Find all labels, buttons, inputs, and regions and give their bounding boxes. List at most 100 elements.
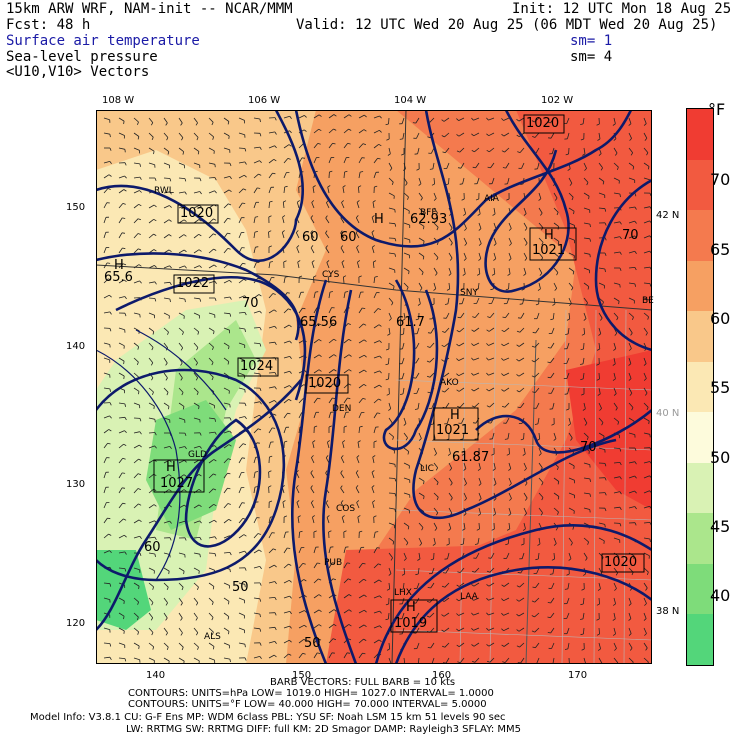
wind-barb-feather	[619, 476, 622, 480]
wind-barb	[508, 477, 512, 484]
wind-barb-feather	[386, 588, 390, 591]
wind-barb-feather	[478, 498, 482, 501]
wind-barb	[283, 611, 290, 614]
wind-barb-feather	[227, 616, 230, 620]
wind-barb-feather	[475, 198, 479, 201]
wind-barb-feather	[634, 206, 637, 210]
wind-barb-feather	[581, 333, 585, 336]
map-labels: 1020 1022 1024 1020 1021 1021 1027 1020 …	[96, 110, 654, 664]
wind-barb-feather	[283, 200, 287, 203]
wind-barb-feather	[257, 187, 261, 189]
wind-barb-feather	[182, 151, 185, 155]
wind-barb	[282, 201, 285, 209]
wind-barb	[583, 207, 590, 211]
wind-barb-feather	[183, 474, 187, 477]
wind-barb	[163, 147, 170, 152]
wind-barb	[328, 638, 334, 644]
wind-barb-feather	[612, 123, 616, 126]
wind-barb-feather	[168, 249, 172, 253]
wind-barb-feather	[487, 166, 491, 169]
wind-barb-feather	[486, 388, 490, 392]
wind-barb-feather	[421, 272, 424, 276]
wind-barb	[568, 432, 573, 439]
wind-barb	[431, 567, 435, 574]
wind-barb	[643, 582, 648, 589]
wind-barb	[238, 502, 243, 509]
wind-barb-feather	[565, 333, 569, 335]
wind-barb	[613, 491, 620, 494]
wind-barb	[388, 357, 390, 365]
wind-barb-feather	[289, 370, 292, 374]
wind-barb	[505, 417, 510, 424]
wind-barb	[310, 472, 315, 479]
wind-barb	[538, 267, 543, 274]
wind-barb	[473, 357, 480, 361]
wind-barb	[388, 537, 395, 542]
wind-barb-feather	[259, 327, 262, 331]
wind-barb	[429, 372, 435, 378]
wind-barb	[373, 277, 376, 284]
wind-barb-feather	[168, 219, 172, 222]
wind-barb	[445, 657, 450, 664]
wind-barb-feather	[124, 658, 127, 662]
wind-barb	[342, 442, 345, 449]
wind-barb-feather	[325, 245, 328, 249]
wind-barb	[523, 207, 527, 214]
wind-barb-feather	[414, 408, 419, 410]
wind-barb	[463, 252, 467, 259]
wind-barb	[643, 552, 650, 557]
wind-barb	[613, 221, 620, 224]
wind-barb-feather	[456, 134, 460, 137]
wind-barb	[488, 327, 495, 332]
wind-barb	[163, 234, 170, 239]
field-pressure: Sea-level pressure	[6, 49, 158, 65]
wind-barb-feather	[318, 114, 322, 117]
wind-barb	[118, 502, 123, 509]
wind-barb	[103, 597, 110, 600]
lon-label-102w: 102 W	[541, 95, 574, 106]
wind-barb	[598, 207, 606, 210]
isobar-1024	[96, 379, 302, 631]
wind-barb-feather	[356, 500, 360, 503]
wind-barb-feather	[304, 370, 307, 373]
wind-barb-feather	[347, 652, 351, 654]
wind-barb-feather	[348, 369, 352, 372]
wind-barb-feather	[516, 390, 520, 393]
wind-barb	[328, 547, 331, 554]
wind-barb-feather	[181, 587, 184, 591]
wind-barb	[223, 627, 230, 632]
wind-barb-feather	[332, 323, 336, 325]
wind-barb	[208, 597, 214, 603]
wind-barb	[208, 488, 214, 494]
wind-barb	[238, 627, 245, 631]
wind-barb-feather	[184, 191, 187, 195]
temp-contour-55	[135, 329, 227, 411]
wind-barb-feather	[211, 617, 214, 621]
wind-barb	[503, 387, 510, 392]
wind-barb-feather	[198, 233, 202, 237]
wind-barb-feather	[274, 145, 277, 149]
wind-barb-feather	[566, 573, 570, 576]
wind-barb	[613, 657, 619, 663]
wind-barb-feather	[441, 344, 445, 348]
wind-barb	[283, 308, 289, 314]
wind-barb-feather	[566, 318, 570, 321]
wind-barb-feather	[151, 347, 154, 351]
wind-barb-feather	[184, 460, 187, 463]
wind-barb	[313, 369, 320, 374]
wind-barb	[444, 387, 450, 393]
wind-barb	[328, 292, 331, 299]
wind-barb	[268, 293, 274, 299]
wind-barb	[253, 533, 259, 539]
wind-barb	[458, 597, 465, 602]
wind-barb-feather	[580, 138, 584, 141]
wind-barb-feather	[242, 202, 246, 204]
wind-barb-feather	[199, 537, 202, 541]
wind-barb	[193, 520, 200, 524]
wind-barb-feather	[213, 331, 215, 335]
wind-barb-feather	[168, 489, 172, 492]
wind-barb	[268, 442, 271, 449]
wind-barb-feather	[547, 632, 551, 634]
wind-barb-feather	[628, 633, 632, 636]
wind-barb-feather	[274, 612, 277, 616]
